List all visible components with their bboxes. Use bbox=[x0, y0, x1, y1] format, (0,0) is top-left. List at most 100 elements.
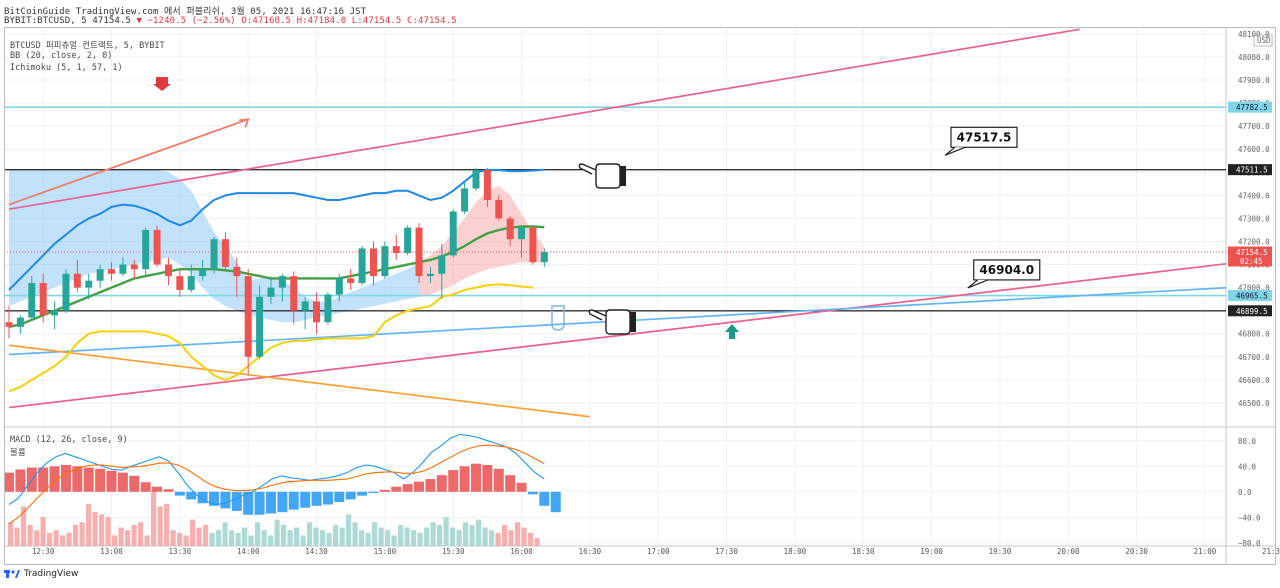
candle bbox=[108, 262, 116, 281]
macd-histogram-bar bbox=[391, 486, 402, 492]
tradingview-brand[interactable]: TradingView bbox=[4, 569, 78, 579]
candle bbox=[313, 292, 321, 334]
time-tick-label: 16:00 bbox=[510, 547, 533, 556]
macd-histogram-bar bbox=[174, 491, 185, 496]
volume-bar bbox=[469, 524, 475, 546]
volume-bar bbox=[21, 506, 27, 546]
volume-bar bbox=[203, 524, 209, 546]
publish-line: BitCoinGuide TradingView.com 에서 퍼블리쉬, 3월… bbox=[4, 4, 366, 17]
macd-histogram-bar bbox=[493, 468, 504, 492]
volume-bar bbox=[151, 490, 157, 546]
volume-bar bbox=[118, 527, 124, 546]
hand-cuff bbox=[620, 166, 626, 186]
trendline-arrow-up bbox=[8, 118, 249, 206]
macd-histogram-bar bbox=[527, 491, 538, 495]
candle-body bbox=[324, 294, 332, 323]
callout-tail bbox=[944, 146, 966, 156]
volume-bar bbox=[183, 535, 189, 546]
volume-bar bbox=[424, 527, 430, 546]
volume-bar bbox=[437, 524, 443, 546]
price-label-text: 46965.5 bbox=[1236, 292, 1268, 301]
price-label-box bbox=[1228, 305, 1272, 317]
legend-macd[interactable]: MACD (12, 26, close, 9) bbox=[10, 435, 128, 445]
time-tick-label: 14:30 bbox=[305, 547, 328, 556]
macd-histogram-bar bbox=[140, 482, 151, 492]
price-label-text: 47782.5 bbox=[1236, 103, 1268, 112]
time-tick-label: 16:30 bbox=[579, 547, 602, 556]
legend-symbol[interactable]: BTCUSD 퍼피츄얼 컨트랙트, 5, BYBIT bbox=[10, 41, 165, 51]
annotation-callout: 47517.5 bbox=[944, 126, 1018, 156]
volume-bar bbox=[489, 530, 495, 546]
macd-pane bbox=[4, 433, 561, 546]
volume-bar bbox=[196, 527, 202, 546]
price-label-countdown: 02:45 bbox=[1240, 257, 1263, 266]
candle bbox=[176, 269, 184, 297]
volume-bar bbox=[307, 522, 313, 546]
candle-body bbox=[142, 229, 150, 270]
price-label-text: 46899.5 bbox=[1236, 307, 1268, 316]
unit-box bbox=[1253, 34, 1273, 47]
volume-bar bbox=[248, 535, 254, 546]
volume-bar bbox=[105, 517, 111, 546]
volume-bar bbox=[443, 517, 449, 546]
time-tick-label: 15:30 bbox=[442, 547, 465, 556]
macd-histogram-bar bbox=[163, 489, 174, 492]
volume-bar bbox=[274, 519, 280, 546]
candle bbox=[335, 273, 343, 302]
candle bbox=[381, 241, 389, 279]
candle-body bbox=[210, 239, 218, 270]
candle-body bbox=[244, 276, 252, 357]
volume-bar bbox=[534, 538, 540, 546]
volume-bar bbox=[235, 532, 241, 546]
macd-histogram-bar bbox=[72, 466, 83, 492]
trendline-rising-support bbox=[8, 286, 1226, 356]
candle-body bbox=[256, 296, 264, 357]
candle bbox=[449, 209, 457, 258]
volume-bar bbox=[8, 522, 14, 546]
candle bbox=[221, 232, 229, 272]
volume-bar bbox=[27, 524, 33, 546]
volume-bar bbox=[53, 530, 59, 546]
volume-bar bbox=[177, 532, 183, 546]
volume-bar bbox=[495, 532, 501, 546]
callout-tail bbox=[967, 279, 988, 289]
candle-body bbox=[221, 239, 229, 267]
candle bbox=[324, 292, 332, 325]
volume-bar bbox=[92, 511, 98, 546]
publish-text: BitCoinGuide TradingView.com 에서 퍼블리쉬, 3월… bbox=[4, 7, 367, 17]
legend-bb[interactable]: BB (20, close, 2, 0) bbox=[10, 51, 113, 61]
volume-bar bbox=[112, 535, 118, 546]
brand-text: TradingView bbox=[24, 569, 79, 579]
volume-bar bbox=[34, 530, 40, 546]
ohlc-high-label: H:47184.0 bbox=[296, 16, 347, 26]
time-axis: 12:30 13:00 13:30 14:00 14:30 15:00 15:30 16:00… bbox=[32, 547, 1280, 556]
candle bbox=[495, 195, 503, 221]
candle bbox=[5, 306, 13, 339]
candle bbox=[130, 259, 138, 279]
macd-histogram-bar bbox=[345, 491, 356, 500]
macd-histogram-bar bbox=[379, 489, 390, 492]
time-tick-label: 18:30 bbox=[852, 547, 875, 556]
volume-bar bbox=[287, 530, 293, 546]
volume-bar bbox=[417, 532, 423, 546]
symbol-text[interactable]: BYBIT:BTCUSD, 5 bbox=[4, 16, 87, 26]
price-label-text: 47154.5 bbox=[1236, 248, 1268, 257]
volume-bar bbox=[456, 530, 462, 546]
buy-arrow-icon bbox=[725, 324, 739, 339]
time-tick-label: 21:00 bbox=[1194, 547, 1217, 556]
time-tick-label: 17:00 bbox=[647, 547, 670, 556]
candle-body bbox=[415, 227, 423, 277]
candle-body bbox=[495, 199, 503, 219]
macd-histogram-bar bbox=[402, 484, 413, 492]
price-tick-label: 46500.0 bbox=[1238, 399, 1270, 408]
callout-label: 46904.0 bbox=[979, 263, 1034, 277]
volume-bar bbox=[131, 524, 137, 546]
macd-histogram-bar bbox=[505, 475, 516, 492]
candle-body bbox=[85, 280, 93, 288]
candle bbox=[164, 257, 172, 286]
ohlc-low-label: L:47154.5 bbox=[351, 16, 402, 26]
legend-ichimoku[interactable]: Ichimoku (5, 1, 57, 1) bbox=[10, 63, 123, 73]
candle-body bbox=[233, 266, 241, 277]
volume-bar bbox=[66, 532, 72, 546]
